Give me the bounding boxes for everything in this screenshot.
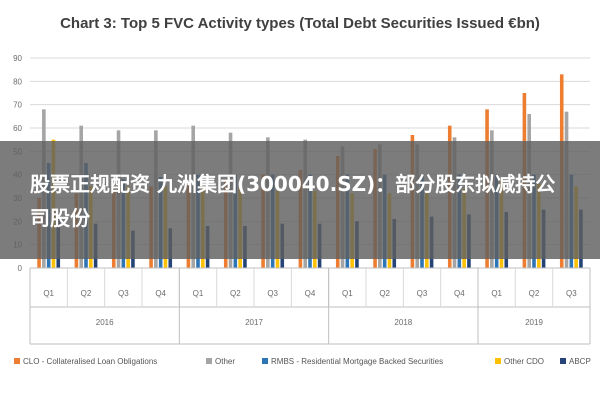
legend-item-label: CLO - Collateralised Loan Obligations: [23, 357, 157, 366]
legend-item-label: ABCP: [569, 357, 591, 366]
legend-item-label: Other: [215, 357, 235, 366]
legend-swatch: [262, 358, 268, 364]
x-tick-label: Q4: [155, 289, 166, 298]
x-tick-label: Q3: [267, 289, 278, 298]
legend-swatch: [495, 358, 501, 364]
x-tick-label: Q4: [305, 289, 316, 298]
x-tick-label: Q4: [454, 289, 465, 298]
x-tick-label: Q2: [529, 289, 540, 298]
y-tick-label: 0: [18, 264, 23, 273]
headline-text: 股票正规配资 九洲集团(300040.SZ)：部分股东拟减持公司股份: [30, 172, 556, 230]
legend-swatch: [560, 358, 566, 364]
x-tick-label: Q1: [342, 289, 353, 298]
y-tick-label: 60: [13, 124, 22, 133]
x-axis: Q1 Q2 Q3 Q4 Q1 Q2 Q3 Q4 Q1 Q2 Q3 Q4 Q1 Q2 Q3 2016 2017 20…: [29, 267, 591, 345]
x-tick-label: Q2: [230, 289, 241, 298]
legend-swatch: [14, 358, 20, 364]
x-tick-label: Q2: [81, 289, 92, 298]
chart-title: Chart 3: Top 5 FVC Activity types (Total…: [60, 15, 540, 32]
x-tick-label: Q3: [118, 289, 129, 298]
x-group-label: 2016: [96, 318, 114, 327]
x-tick-label: Q3: [566, 289, 577, 298]
headline-banner: 股票正规配资 九洲集团(300040.SZ)：部分股东拟减持公司股份: [0, 141, 600, 259]
x-tick-label: Q1: [491, 289, 502, 298]
x-tick-label: Q1: [193, 289, 204, 298]
legend-item-label: Other CDO: [504, 357, 544, 366]
y-tick-label: 90: [13, 54, 22, 63]
x-tick-label: Q2: [379, 289, 390, 298]
x-tick-label: Q1: [43, 289, 54, 298]
x-group-label: 2017: [245, 318, 263, 327]
legend-swatch: [206, 358, 212, 364]
y-tick-label: 80: [13, 77, 22, 86]
legend-item-label: RMBS - Residential Mortgage Backed Secur…: [271, 357, 443, 366]
x-tick-label: Q3: [417, 289, 428, 298]
y-tick-label: 70: [13, 101, 22, 110]
x-group-label: 2019: [525, 318, 543, 327]
x-group-label: 2018: [394, 318, 412, 327]
legend: CLO - Collateralised Loan Obligations Oth…: [14, 357, 591, 366]
